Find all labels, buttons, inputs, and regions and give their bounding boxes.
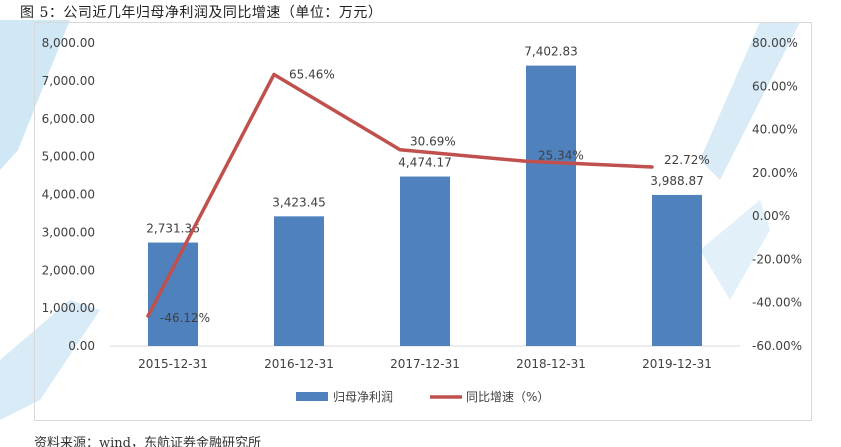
- line-data-label: 25.34%: [538, 148, 584, 162]
- legend-label-bar: 归母净利润: [333, 390, 393, 404]
- line-point: [524, 159, 528, 163]
- x-axis-tick-label: 2019-12-31: [642, 357, 712, 371]
- right-axis-tick-label: 40.00%: [752, 123, 798, 137]
- bar-data-label: 3,988.87: [650, 174, 703, 188]
- left-axis-tick-label: 0.00: [68, 339, 95, 353]
- line-point: [146, 314, 150, 318]
- bar-data-label: 3,423.45: [272, 195, 325, 209]
- bar: [274, 216, 324, 346]
- right-axis-tick-label: 0.00%: [752, 209, 790, 223]
- source-note: 资料来源：wind，东航证券金融研究所: [34, 436, 261, 447]
- figure-title: 图 5：公司近几年归母净利润及同比增速（单位：万元）: [20, 5, 383, 21]
- left-axis-tick-label: 1,000.00: [42, 301, 95, 315]
- legend-swatch-bar: [296, 392, 328, 401]
- x-axis-tick-label: 2018-12-31: [516, 357, 586, 371]
- chart-frame: [34, 22, 812, 421]
- line-data-label: 30.69%: [410, 135, 456, 149]
- bar-data-label: 4,474.17: [398, 156, 451, 170]
- bar: [652, 194, 702, 346]
- bar-data-label: 7,402.83: [524, 45, 577, 59]
- bar: [148, 242, 198, 346]
- left-axis-tick-label: 5,000.00: [42, 150, 95, 164]
- left-axis-tick-label: 2,000.00: [42, 263, 95, 277]
- x-axis-tick-label: 2016-12-31: [264, 357, 334, 371]
- left-axis-tick-label: 3,000.00: [42, 225, 95, 239]
- left-axis-tick-label: 8,000.00: [42, 36, 95, 50]
- line-point: [398, 148, 402, 152]
- line-point: [272, 72, 276, 76]
- line-data-label: -46.12%: [160, 311, 210, 325]
- left-axis-tick-label: 4,000.00: [42, 188, 95, 202]
- right-axis-tick-label: -20.00%: [752, 252, 802, 266]
- line-data-label: 22.72%: [664, 153, 710, 167]
- right-axis-tick-label: 60.00%: [752, 79, 798, 93]
- left-axis-tick-label: 7,000.00: [42, 74, 95, 88]
- right-axis-tick-label: 80.00%: [752, 36, 798, 50]
- legend-label-line: 同比增速（%）: [466, 390, 549, 404]
- bar: [400, 176, 450, 346]
- right-axis-tick-label: -40.00%: [752, 296, 802, 310]
- x-axis-tick-label: 2015-12-31: [138, 357, 208, 371]
- bar-data-label: 2,731.36: [146, 222, 199, 236]
- right-axis-tick-label: -60.00%: [752, 339, 802, 353]
- right-axis-tick-label: 20.00%: [752, 166, 798, 180]
- x-axis-tick-label: 2017-12-31: [390, 357, 460, 371]
- line-point: [650, 165, 654, 169]
- left-axis-tick-label: 6,000.00: [42, 112, 95, 126]
- line-data-label: 65.46%: [289, 67, 335, 81]
- bar: [526, 65, 576, 347]
